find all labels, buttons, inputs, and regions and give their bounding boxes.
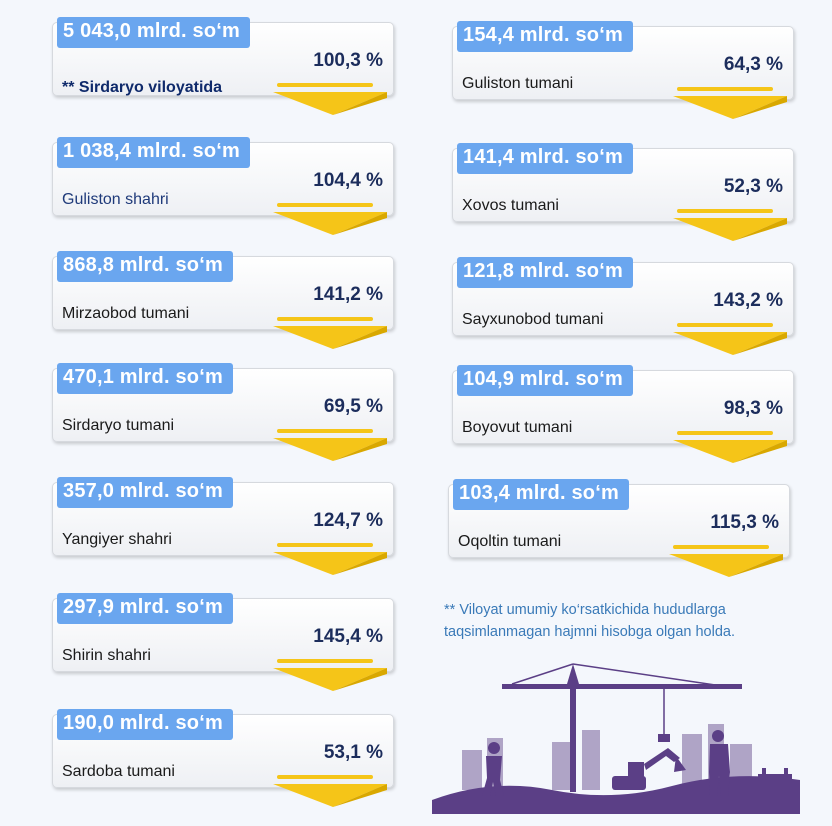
card-amount: 103,4 mlrd. so‘m	[453, 479, 629, 510]
card-region: Oqoltin tumani	[458, 533, 562, 550]
card-xovos-tumani: 141,4 mlrd. so‘m Xovos tumani 52,3 %	[452, 143, 794, 241]
card-percent: 69,5 %	[323, 396, 383, 417]
card-percent: 145,4 %	[313, 626, 383, 647]
ribbon-decoration	[673, 209, 787, 241]
card-amount: 868,8 mlrd. so‘m	[57, 251, 233, 282]
card-amount: 1 038,4 mlrd. so‘m	[57, 137, 251, 168]
card-percent: 52,3 %	[723, 176, 783, 197]
card-yangiyer-shahri: 357,0 mlrd. so‘m Yangiyer shahri 124,7 %	[52, 477, 394, 575]
card-percent: 143,2 %	[713, 290, 783, 311]
card-amount: 154,4 mlrd. so‘m	[457, 21, 633, 52]
ribbon-decoration	[273, 543, 387, 575]
ribbon-decoration	[273, 317, 387, 349]
card-sirdaryo-viloyati: 5 043,0 mlrd. so‘m ** Sirdaryo viloyatid…	[52, 17, 394, 115]
card-region: Sirdaryo tumani	[62, 417, 175, 434]
card-shirin-shahri: 297,9 mlrd. so‘m Shirin shahri 145,4 %	[52, 593, 394, 691]
card-amount: 141,4 mlrd. so‘m	[457, 143, 633, 174]
card-region: Sardoba tumani	[62, 763, 175, 780]
card-guliston-tumani: 154,4 mlrd. so‘m Guliston tumani 64,3 %	[452, 21, 794, 119]
card-percent: 64,3 %	[723, 54, 783, 75]
card-percent: 124,7 %	[313, 510, 383, 531]
card-region: Boyovut tumani	[462, 419, 573, 436]
ribbon-decoration	[273, 429, 387, 461]
card-amount: 297,9 mlrd. so‘m	[57, 593, 233, 624]
ribbon-decoration	[669, 545, 783, 577]
construction-illustration	[432, 663, 800, 814]
card-amount: 190,0 mlrd. so‘m	[57, 709, 233, 740]
card-percent: 53,1 %	[323, 742, 383, 763]
ribbon-decoration	[273, 659, 387, 691]
ribbon-decoration	[673, 323, 787, 355]
card-region: Yangiyer shahri	[62, 531, 172, 548]
card-percent: 141,2 %	[313, 284, 383, 305]
card-amount: 104,9 mlrd. so‘m	[457, 365, 633, 396]
card-region: Shirin shahri	[62, 647, 151, 664]
card-region: Xovos tumani	[462, 197, 559, 214]
footnote: ** Viloyat umumiy ko‘rsatkichida hududla…	[444, 602, 735, 640]
card-percent: 115,3 %	[710, 512, 779, 533]
card-guliston-shahri: 1 038,4 mlrd. so‘m Guliston shahri 104,4…	[52, 137, 394, 235]
card-oqoltin-tumani: 103,4 mlrd. so‘m Oqoltin tumani 115,3 %	[448, 479, 790, 577]
card-region: ** Sirdaryo viloyatida	[62, 79, 223, 96]
card-amount: 470,1 mlrd. so‘m	[57, 363, 233, 394]
card-boyovut-tumani: 104,9 mlrd. so‘m Boyovut tumani 98,3 %	[452, 365, 794, 463]
ribbon-decoration	[273, 83, 387, 115]
card-region: Guliston tumani	[462, 75, 574, 92]
card-percent: 104,4 %	[313, 170, 383, 191]
card-percent: 98,3 %	[723, 398, 783, 419]
card-amount: 121,8 mlrd. so‘m	[457, 257, 633, 288]
card-sardoba-tumani: 190,0 mlrd. so‘m Sardoba tumani 53,1 %	[52, 709, 394, 807]
card-region: Sayxunobod tumani	[462, 311, 604, 328]
ribbon-decoration	[673, 87, 787, 119]
card-mirzaobod-tumani: 868,8 mlrd. so‘m Mirzaobod tumani 141,2 …	[52, 251, 394, 349]
card-sirdaryo-tumani: 470,1 mlrd. so‘m Sirdaryo tumani 69,5 %	[52, 363, 394, 461]
card-region: Guliston shahri	[62, 191, 169, 208]
card-sayxunobod-tumani: 121,8 mlrd. so‘m Sayxunobod tumani 143,2…	[452, 257, 794, 355]
ribbon-decoration	[273, 775, 387, 807]
card-amount: 5 043,0 mlrd. so‘m	[57, 17, 251, 48]
card-region: Mirzaobod tumani	[62, 305, 190, 322]
card-amount: 357,0 mlrd. so‘m	[57, 477, 233, 508]
ribbon-decoration	[673, 431, 787, 463]
card-percent: 100,3 %	[313, 50, 383, 71]
ribbon-decoration	[273, 203, 387, 235]
